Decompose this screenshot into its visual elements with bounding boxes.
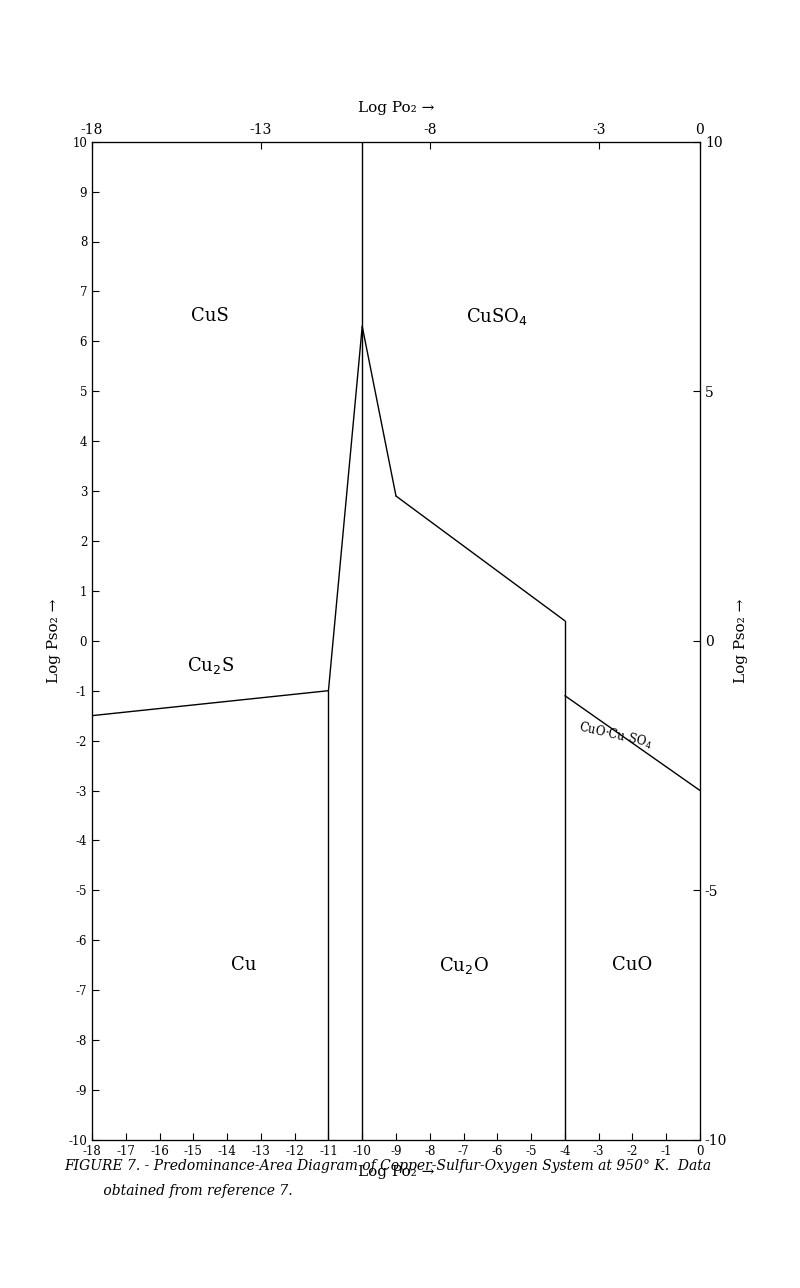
Text: Cu: Cu bbox=[231, 956, 257, 974]
Text: Cu$_2$O: Cu$_2$O bbox=[438, 954, 489, 976]
Text: FIGURE 7. - Predominance-Area Diagram of Copper-Sulfur-Oxygen System at 950° K. : FIGURE 7. - Predominance-Area Diagram of… bbox=[64, 1158, 711, 1172]
Text: CuS: CuS bbox=[191, 308, 229, 326]
X-axis label: Log Po₂ →: Log Po₂ → bbox=[358, 1164, 434, 1179]
Text: CuO: CuO bbox=[612, 956, 653, 974]
Y-axis label: Log Pso₂ →: Log Pso₂ → bbox=[734, 599, 748, 683]
Text: Cu$_2$S: Cu$_2$S bbox=[186, 656, 234, 676]
Text: CuSO$_4$: CuSO$_4$ bbox=[466, 305, 528, 327]
X-axis label: Log Po₂ →: Log Po₂ → bbox=[358, 100, 434, 115]
Text: obtained from reference 7.: obtained from reference 7. bbox=[64, 1184, 293, 1198]
Y-axis label: Log Pso₂ →: Log Pso₂ → bbox=[47, 599, 62, 683]
Text: CuO·Cu SO$_4$: CuO·Cu SO$_4$ bbox=[578, 720, 654, 752]
